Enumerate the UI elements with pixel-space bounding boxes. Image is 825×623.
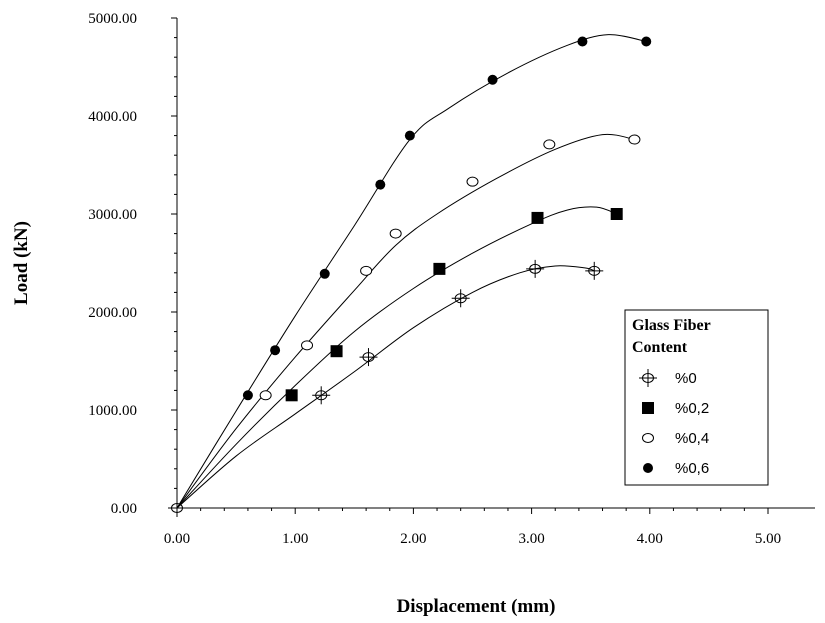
series-markers [168, 36, 652, 517]
y-tick-label: 1000.00 [88, 403, 137, 419]
data-point [585, 261, 604, 280]
legend: Glass Fiber Content %0 %0,2 %0,4 %0,6 [624, 309, 769, 486]
series-line-2 [176, 133, 635, 509]
data-point [360, 265, 373, 276]
data-point [641, 36, 652, 47]
data-point [526, 259, 545, 278]
data-point [531, 211, 544, 224]
data-point [451, 289, 470, 308]
data-point [330, 345, 343, 358]
x-tick-label: 5.00 [755, 531, 781, 547]
data-point [312, 386, 331, 405]
x-tick-labels: 0.00 1.00 2.00 3.00 4.00 5.00 [164, 531, 781, 547]
data-point [543, 139, 556, 150]
y-tick-label: 0.00 [111, 501, 137, 517]
data-point [242, 390, 253, 401]
legend-item: %0,2 [642, 400, 709, 417]
data-point [577, 36, 588, 47]
x-tick-label: 3.00 [518, 531, 544, 547]
data-point [466, 176, 479, 187]
x-axis-title: Displacement (mm) [397, 596, 556, 617]
legend-box [624, 309, 769, 486]
y-minor-ticks [171, 17, 177, 509]
legend-title-line2: Content [632, 339, 688, 356]
data-point [285, 389, 298, 402]
x-tick-label: 2.00 [400, 531, 426, 547]
legend-marker [642, 402, 654, 414]
data-point [628, 134, 641, 145]
legend-marker [639, 369, 657, 387]
y-tick-label: 3000.00 [88, 207, 137, 223]
legend-item: %0,4 [642, 430, 709, 447]
x-minor-ticks [176, 508, 769, 514]
legend-label: %0,6 [675, 460, 709, 477]
legend-items: %0 %0,2 %0,4 %0,6 [639, 369, 709, 477]
series-lines [176, 34, 647, 509]
legend-marker [643, 463, 653, 473]
data-point [319, 268, 330, 279]
series-line-0 [176, 265, 595, 509]
data-point [487, 74, 498, 85]
axes: 0.00 1.00 2.00 3.00 4.00 5.00 0.00 1000.00 2000… [88, 11, 815, 547]
data-point [433, 262, 446, 275]
data-point [404, 130, 415, 141]
data-point [389, 228, 402, 239]
x-tick-label: 1.00 [282, 531, 308, 547]
data-point [610, 208, 623, 220]
data-point [359, 348, 378, 367]
y-tick-label: 4000.00 [88, 109, 137, 125]
data-point [301, 340, 314, 351]
x-tick-label: 0.00 [164, 531, 190, 547]
y-tick-labels: 0.00 1000.00 2000.00 3000.00 4000.00 5000.00 [88, 11, 137, 517]
legend-marker [642, 433, 654, 443]
legend-item: %0,6 [643, 460, 709, 477]
data-point [259, 390, 272, 401]
data-point [168, 499, 186, 517]
series-line-3 [176, 34, 647, 509]
legend-label: %0,4 [675, 430, 709, 447]
legend-label: %0,2 [675, 400, 709, 417]
legend-title-line1: Glass Fiber [632, 317, 711, 334]
legend-item: %0 [639, 369, 697, 387]
x-tick-label: 4.00 [637, 531, 663, 547]
series-line-1 [176, 206, 617, 509]
y-tick-label: 5000.00 [88, 11, 137, 27]
y-axis-title: Load (kN) [11, 221, 32, 305]
data-point [270, 345, 281, 356]
data-point [375, 179, 386, 190]
legend-label: %0 [675, 370, 697, 387]
y-tick-label: 2000.00 [88, 305, 137, 321]
